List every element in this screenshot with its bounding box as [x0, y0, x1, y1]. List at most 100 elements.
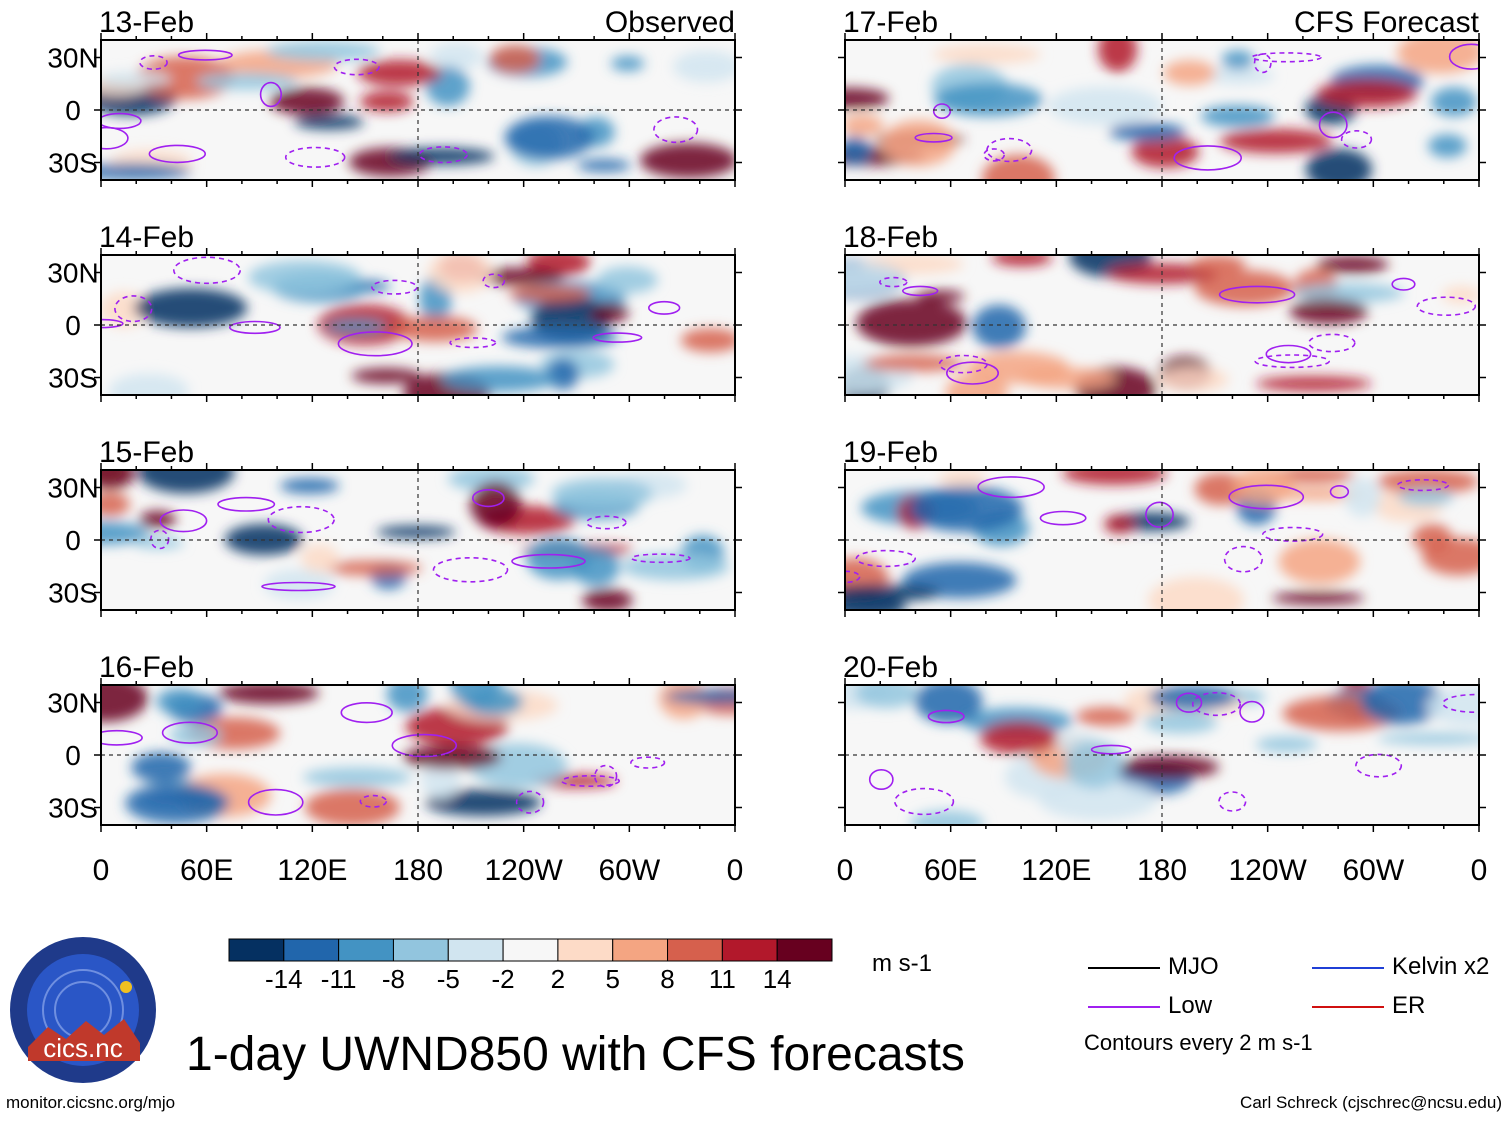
low-contour — [630, 756, 666, 769]
low-contour — [101, 729, 143, 746]
low-contour — [1318, 111, 1348, 139]
low-contour — [259, 81, 283, 108]
low-contour — [1308, 333, 1356, 353]
legend-low: Low — [1088, 992, 1212, 1020]
colorbar-level-label: -5 — [437, 964, 460, 994]
colorbar-level-label: 14 — [763, 964, 792, 994]
wind-anomaly-blob — [855, 685, 919, 709]
wind-anomaly-blob — [441, 366, 557, 393]
colorbar-swatch — [557, 938, 614, 962]
colorbar-level-label: 2 — [551, 964, 565, 994]
x-tick-label: 0 — [93, 854, 110, 887]
wind-anomaly-blob — [132, 536, 184, 549]
panel-18-Feb: 18-Feb — [838, 221, 1486, 402]
low-contour — [560, 774, 620, 787]
low-contour — [986, 137, 1033, 163]
panel-17-Feb: 17-Feb CFS Forecast — [838, 6, 1486, 187]
panel-field — [101, 685, 735, 825]
wind-anomaly-blob — [421, 760, 460, 799]
wind-anomaly-blob — [1076, 707, 1136, 726]
wind-anomaly-blob — [979, 721, 1058, 755]
wind-anomaly-blob — [1398, 488, 1454, 506]
low-contour — [391, 733, 458, 758]
colorbar-level-label: 5 — [605, 964, 619, 994]
low-contour — [148, 144, 207, 164]
wind-anomaly-blob — [351, 368, 422, 384]
low-contour — [1173, 145, 1242, 171]
wind-anomaly-blob — [1316, 79, 1418, 108]
footer-author: Carl Schreck (cjschrec@ncsu.edu) — [1240, 1093, 1502, 1112]
wind-anomaly-blob — [1360, 685, 1444, 725]
low-contour — [228, 320, 281, 335]
low-contour — [482, 273, 506, 289]
wind-anomaly-blob — [1255, 376, 1372, 392]
low-contour — [585, 515, 627, 530]
wind-anomaly-blob — [1038, 779, 1157, 821]
wind-anomaly-blob — [856, 299, 967, 347]
low-contour — [945, 361, 999, 385]
wind-anomaly-blob — [300, 544, 339, 573]
wind-anomaly-blob — [425, 789, 542, 816]
wind-anomaly-blob — [137, 470, 235, 494]
low-contour — [855, 549, 916, 568]
x-tick-label: 0 — [1471, 854, 1488, 887]
x-tick-label: 120E — [277, 854, 347, 887]
wind-anomaly-blob — [933, 82, 1043, 117]
wind-anomaly-blob — [914, 685, 983, 724]
low-contour — [868, 768, 894, 790]
x-tick-label: 60W — [598, 854, 660, 887]
low-contour — [340, 701, 393, 724]
contour-interval-note: Contours every 2 m s-1 — [1084, 1030, 1313, 1055]
low-contour — [592, 332, 643, 343]
panel-19-Feb: 19-Feb — [838, 436, 1486, 617]
wind-anomaly-blob — [673, 50, 735, 83]
low-contour — [1175, 692, 1203, 713]
colorbar-swatch — [447, 938, 504, 962]
cics-logo: cics.nc — [8, 935, 158, 1085]
wind-anomaly-blob — [582, 588, 633, 610]
y-tick-label: 30N — [47, 688, 98, 719]
wind-anomaly-blob — [909, 485, 1024, 533]
wind-anomaly-blob — [1289, 298, 1369, 325]
wind-anomaly-blob — [1061, 470, 1167, 485]
wind-anomaly-blob — [101, 492, 130, 517]
wind-anomaly-blob — [294, 114, 364, 130]
wind-anomaly-blob — [108, 373, 189, 395]
wind-anomaly-blob — [916, 290, 965, 303]
panel-date-label: 16-Feb — [99, 651, 194, 684]
low-contour — [1355, 753, 1403, 778]
wind-anomaly-blob — [135, 56, 235, 100]
wind-anomaly-blob — [665, 689, 735, 704]
low-contour — [878, 276, 908, 288]
wind-anomaly-blob — [504, 116, 594, 160]
wind-anomaly-blob — [1156, 366, 1229, 393]
y-tick-label: 0 — [65, 740, 81, 771]
colorbar-swatch — [612, 938, 669, 962]
low-contour — [1448, 43, 1479, 70]
wind-anomaly-blob — [428, 255, 494, 294]
wind-anomaly-blob — [1108, 122, 1186, 142]
x-tick-label: 180 — [1137, 854, 1187, 887]
low-contour — [267, 505, 335, 534]
panel-field — [845, 685, 1479, 825]
x-tick-label: 120W — [1228, 854, 1307, 887]
panel-field — [845, 470, 1479, 610]
low-contour — [284, 146, 346, 168]
low-contour — [139, 54, 168, 70]
low-contour — [471, 489, 505, 508]
x-tick-label: 180 — [393, 854, 443, 887]
footer-url[interactable]: monitor.cicsnc.org/mjo — [6, 1093, 176, 1112]
wind-anomaly-blob — [359, 91, 414, 112]
panel-date-label: 20-Feb — [843, 651, 938, 684]
colorbar-level-label: 8 — [660, 964, 674, 994]
wind-anomaly-blob — [1200, 105, 1275, 128]
x-tick-label: 0 — [727, 854, 744, 887]
low-contour — [515, 790, 545, 814]
wind-anomaly-blob — [263, 569, 335, 600]
wind-anomaly-blob — [1103, 514, 1135, 534]
y-tick-label: 0 — [65, 95, 81, 126]
panel-field — [845, 40, 1479, 180]
low-contour — [1218, 791, 1247, 812]
low-contour — [418, 146, 468, 164]
